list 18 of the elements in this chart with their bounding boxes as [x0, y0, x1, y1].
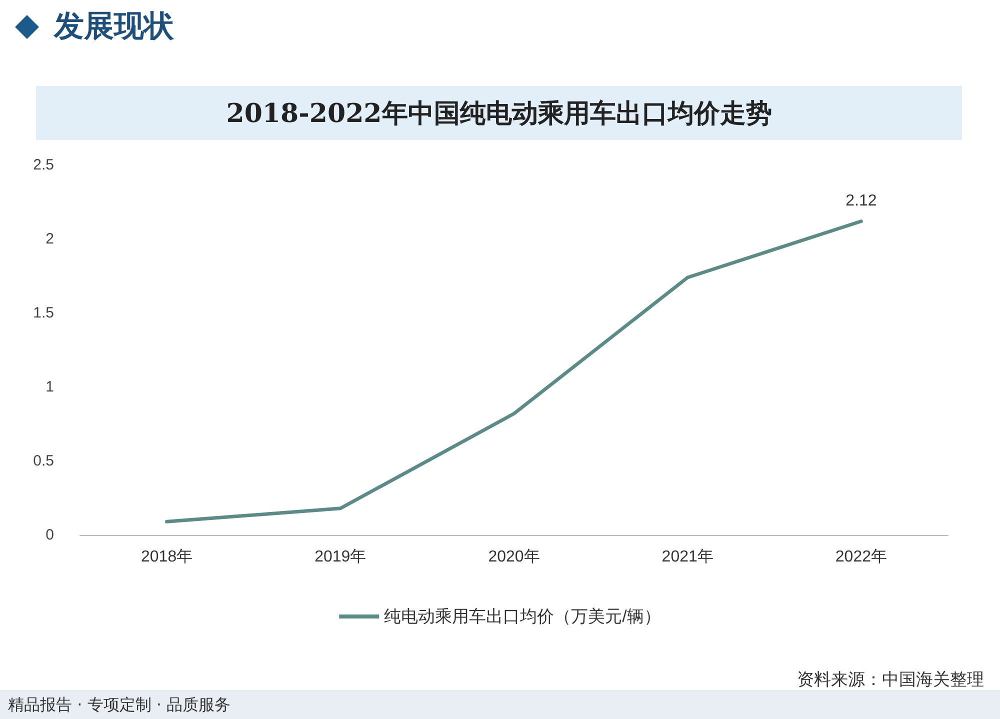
y-tick-label: 2.5 [33, 156, 54, 174]
x-tick-label: 2019年 [314, 548, 366, 566]
text: 发展现状 [54, 8, 174, 46]
y-tick-label: 0 [46, 526, 54, 544]
y-tick-label: 1 [46, 378, 54, 396]
y-tick-label: 0.5 [33, 452, 54, 470]
legend-label: 纯电动乘用车出口均价（万美元/辆） [384, 607, 661, 626]
y-tick-label: 2 [46, 230, 54, 248]
line-series [165, 219, 863, 524]
chart-title: 2018-2022年中国纯电动乘用车出口均价走势 [36, 86, 962, 140]
x-tick-label: 2022年 [835, 548, 887, 566]
x-tick-label: 2018年 [141, 548, 193, 566]
text: 资料来源：中国海关整理 [797, 669, 984, 691]
data-label: 2.12 [846, 192, 877, 210]
x-tick-label: 2020年 [488, 548, 540, 566]
text: 精品报告 · 专项定制 · 品质服务 [0, 690, 1000, 719]
y-tick-label: 1.5 [33, 304, 54, 322]
x-tick-label: 2021年 [662, 548, 714, 566]
